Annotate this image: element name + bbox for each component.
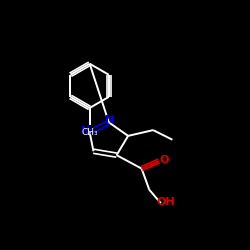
Text: CH₃: CH₃ [81,128,98,136]
Text: N: N [81,126,90,136]
Text: N: N [105,114,115,124]
Text: OH: OH [157,197,176,207]
Text: O: O [159,155,168,165]
